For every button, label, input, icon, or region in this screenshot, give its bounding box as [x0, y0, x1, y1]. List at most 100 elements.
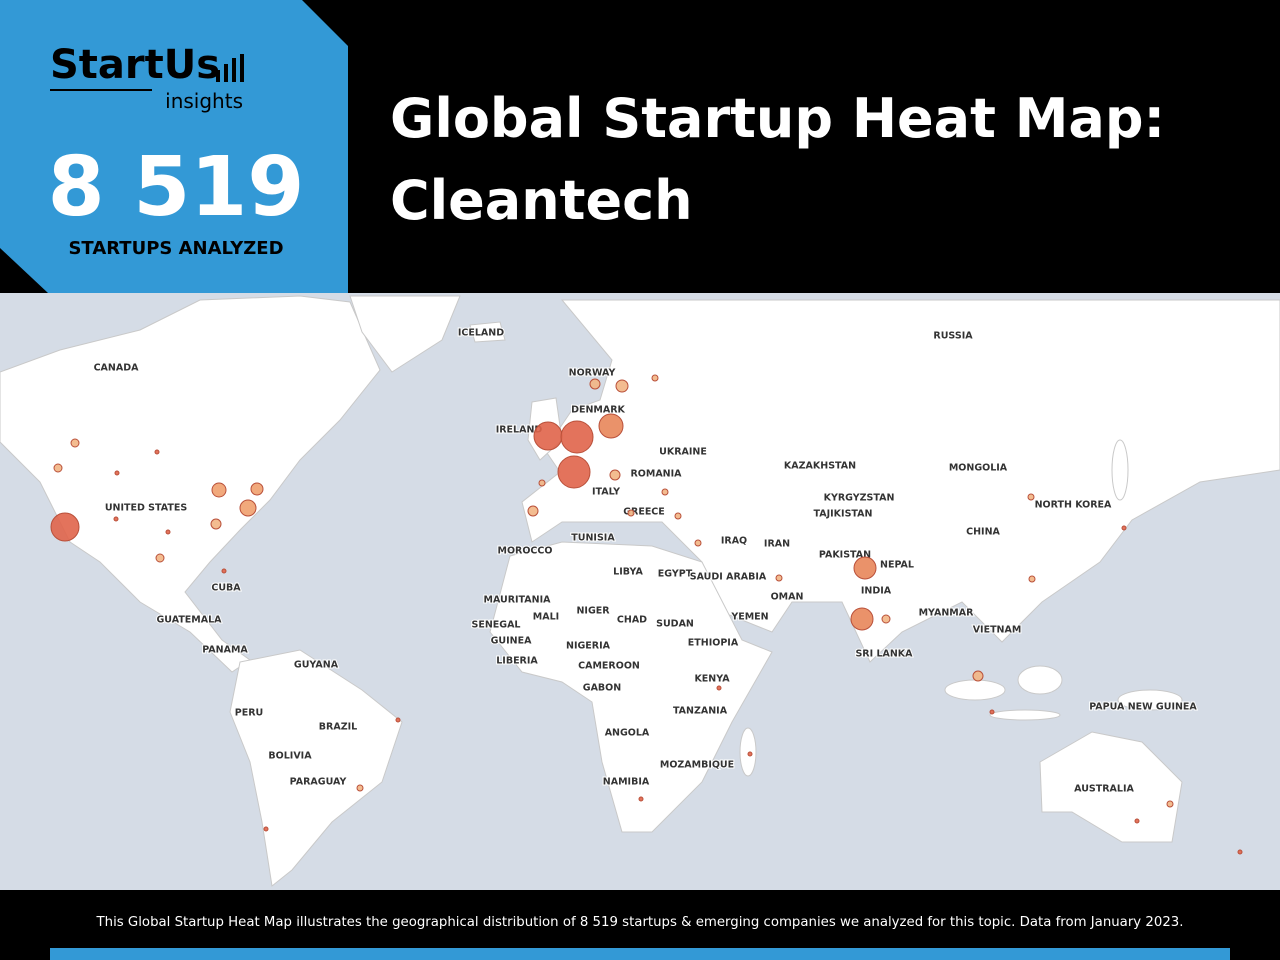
- country-label: VIETNAM: [973, 625, 1022, 636]
- startup-bubble: [395, 717, 401, 723]
- startup-bubble: [853, 556, 877, 580]
- country-label: PARAGUAY: [290, 777, 347, 788]
- north-america: [0, 295, 381, 673]
- australia: [1039, 731, 1183, 843]
- startup-bubble: [1121, 525, 1127, 531]
- country-label: MYANMAR: [919, 608, 975, 619]
- country-label: EGYPT: [658, 569, 693, 580]
- country-label: SUDAN: [656, 619, 694, 630]
- country-label: GUYANA: [294, 660, 339, 671]
- title-line: Cleantech: [390, 169, 693, 232]
- startup-bubble: [154, 449, 160, 455]
- country-label: YEMEN: [730, 612, 768, 623]
- startup-bubble: [598, 413, 624, 439]
- country-label: MAURITANIA: [483, 595, 551, 606]
- country-label: GABON: [583, 683, 621, 694]
- country-label: BRAZIL: [319, 722, 357, 733]
- country-label: PANAMA: [202, 645, 248, 656]
- startup-bubble: [1028, 575, 1036, 583]
- country-label: NIGERIA: [566, 641, 611, 652]
- country-label: GUINEA: [491, 636, 532, 647]
- country-label: OMAN: [771, 592, 804, 603]
- startup-bubble: [615, 379, 629, 393]
- startup-bubble: [50, 512, 80, 542]
- map: ICELAND RUSSIA CANADA NORWAY DENMARK IRELAND U…: [0, 293, 1280, 890]
- country-label: TUNISIA: [571, 533, 615, 544]
- country-label: ITALY: [592, 487, 620, 498]
- country-label: IRAQ: [721, 536, 747, 547]
- island: [1017, 665, 1063, 695]
- startup-bubble: [1237, 849, 1243, 855]
- country-label: IRELAND: [496, 425, 543, 436]
- title-line: Global Startup Heat Map:: [390, 87, 1165, 150]
- startup-bubble: [538, 479, 546, 487]
- country-label: UNITED STATES: [105, 503, 188, 514]
- island: [1117, 689, 1183, 711]
- startup-bubble: [533, 421, 563, 451]
- country-label: ETHIOPIA: [688, 638, 739, 649]
- startup-bubble: [356, 784, 364, 792]
- startup-bubble: [113, 516, 119, 522]
- startup-bubble: [211, 482, 227, 498]
- startup-bubble: [775, 574, 783, 582]
- country-label: NAMIBIA: [603, 777, 650, 788]
- island: [944, 679, 1006, 701]
- country-label: TAJIKISTAN: [814, 509, 873, 520]
- country-label: KYRGYZSTAN: [824, 493, 895, 504]
- startup-bubble: [263, 826, 269, 832]
- country-label: SENEGAL: [472, 620, 521, 631]
- startup-bubble: [114, 470, 120, 476]
- startup-bubble: [165, 529, 171, 535]
- country-label: RUSSIA: [933, 331, 973, 342]
- island: [989, 709, 1061, 721]
- iceland: [469, 321, 506, 343]
- footer-bar: [50, 948, 1230, 960]
- eurasia: [521, 299, 1280, 663]
- startup-bubble: [972, 670, 984, 682]
- country-label: SAUDI ARABIA: [690, 572, 767, 583]
- country-label: KAZAKHSTAN: [784, 461, 856, 472]
- startup-bubble: [155, 553, 165, 563]
- country-label: GUATEMALA: [156, 615, 222, 626]
- country-label: LIBERIA: [496, 656, 538, 667]
- counter-panel: [0, 0, 348, 293]
- startup-bubble: [716, 685, 722, 691]
- logo-brand: StartUs: [50, 42, 220, 88]
- startup-bubble: [250, 482, 264, 496]
- footer-text: This Global Startup Heat Map illustrates…: [96, 915, 1184, 930]
- country-labels: ICELAND RUSSIA CANADA NORWAY DENMARK IRELAND U…: [93, 327, 1199, 796]
- country-label: CUBA: [211, 583, 241, 594]
- startup-bubble: [694, 539, 702, 547]
- country-label: MONGOLIA: [949, 463, 1008, 474]
- country-label: PERU: [235, 708, 263, 719]
- startup-bubble: [1134, 818, 1140, 824]
- startup-bubbles: [50, 374, 1243, 855]
- startup-bubble: [1027, 493, 1035, 501]
- japan: [1111, 439, 1129, 501]
- country-label: CHAD: [617, 615, 647, 626]
- startup-bubble: [989, 709, 995, 715]
- startup-bubble: [850, 607, 874, 631]
- country-label: ROMANIA: [630, 469, 682, 480]
- startup-bubble: [609, 469, 621, 481]
- startup-bubble: [239, 499, 257, 517]
- startup-bubble: [53, 463, 63, 473]
- country-label: NORTH KOREA: [1035, 500, 1112, 511]
- greenland: [349, 295, 461, 373]
- country-label: NIGER: [576, 606, 610, 617]
- country-label: UKRAINE: [659, 447, 707, 458]
- country-label: MOZAMBIQUE: [660, 760, 734, 771]
- country-label: PAKISTAN: [819, 550, 871, 561]
- startup-bubble: [881, 614, 891, 624]
- land: [0, 295, 1280, 887]
- country-label: IRAN: [764, 539, 790, 550]
- country-label: NORWAY: [569, 368, 616, 379]
- country-label: NEPAL: [880, 560, 914, 571]
- startup-bubble: [557, 455, 591, 489]
- country-label: CAMEROON: [578, 661, 640, 672]
- africa: [489, 541, 773, 833]
- startup-bubble: [70, 438, 80, 448]
- madagascar: [739, 727, 757, 777]
- country-label: CANADA: [94, 363, 140, 374]
- startup-bubble: [221, 568, 227, 574]
